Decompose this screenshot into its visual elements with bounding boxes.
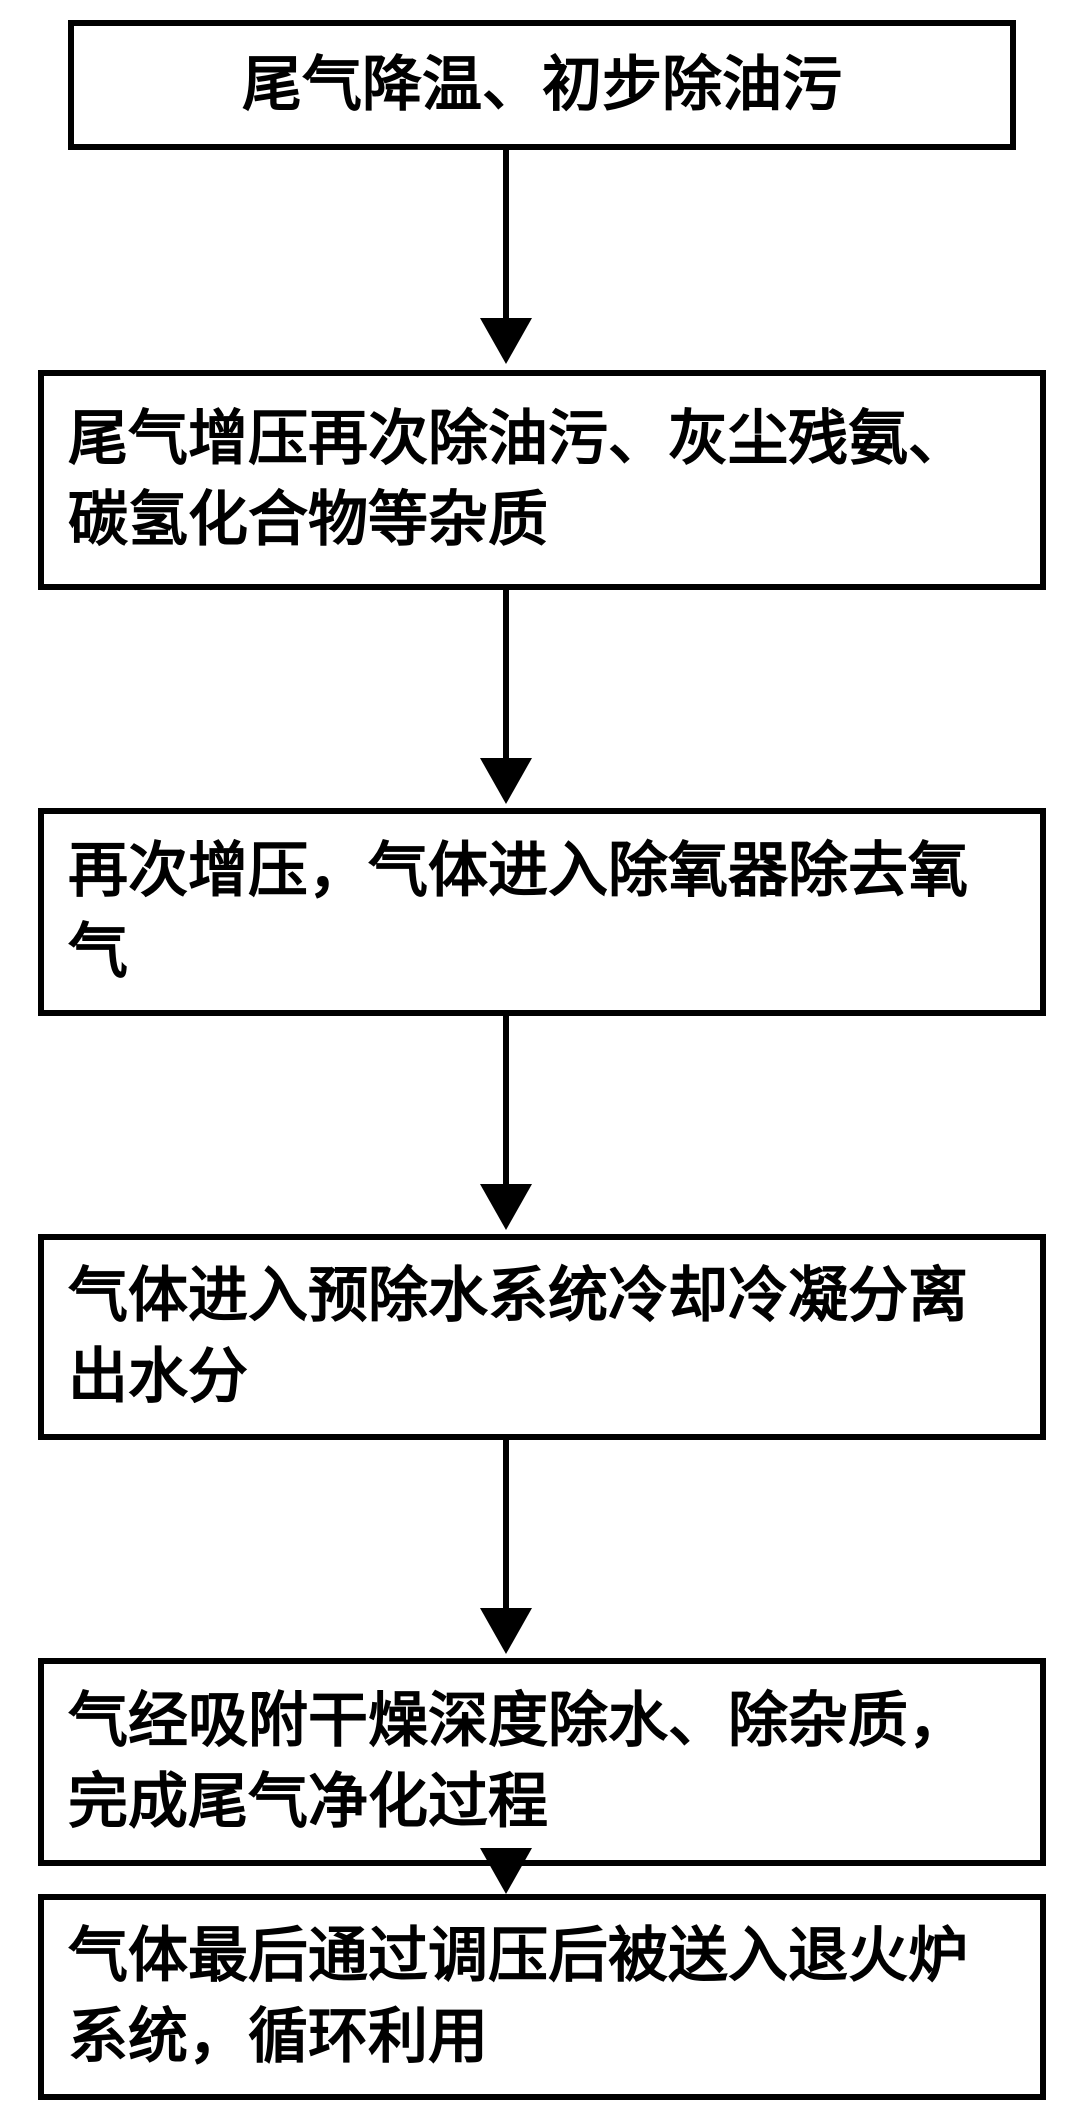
flow-step-5: 气经吸附干燥深度除水、除杂质，完成尾气净化过程	[38, 1658, 1046, 1866]
arrow-head-icon	[480, 1848, 532, 1894]
arrow-shaft	[503, 1016, 509, 1184]
arrow-shaft	[503, 150, 509, 318]
flowchart-container: 尾气降温、初步除油污 尾气增压再次除油污、灰尘残氨、碳氢化合物等杂质 再次增压，…	[0, 0, 1083, 2115]
arrow-head-icon	[480, 318, 532, 364]
arrow-shaft	[503, 590, 509, 758]
arrow-head-icon	[480, 1184, 532, 1230]
flow-step-3-text: 再次增压，气体进入除氧器除去氧气	[68, 831, 1016, 993]
flow-step-2: 尾气增压再次除油污、灰尘残氨、碳氢化合物等杂质	[38, 370, 1046, 590]
flow-step-3: 再次增压，气体进入除氧器除去氧气	[38, 808, 1046, 1016]
flow-step-1-text: 尾气降温、初步除油污	[242, 45, 842, 126]
flow-step-2-text: 尾气增压再次除油污、灰尘残氨、碳氢化合物等杂质	[68, 399, 1016, 561]
arrow-head-icon	[480, 758, 532, 804]
arrow-head-icon	[480, 1608, 532, 1654]
flow-step-4-text: 气体进入预除水系统冷却冷凝分离出水分	[68, 1256, 1016, 1418]
flow-step-4: 气体进入预除水系统冷却冷凝分离出水分	[38, 1234, 1046, 1440]
flow-step-6: 气体最后通过调压后被送入退火炉系统，循环利用	[38, 1894, 1046, 2100]
arrow-shaft	[503, 1440, 509, 1608]
flow-step-6-text: 气体最后通过调压后被送入退火炉系统，循环利用	[68, 1916, 1016, 2078]
flow-step-1: 尾气降温、初步除油污	[68, 20, 1016, 150]
flow-step-5-text: 气经吸附干燥深度除水、除杂质，完成尾气净化过程	[68, 1681, 1016, 1843]
